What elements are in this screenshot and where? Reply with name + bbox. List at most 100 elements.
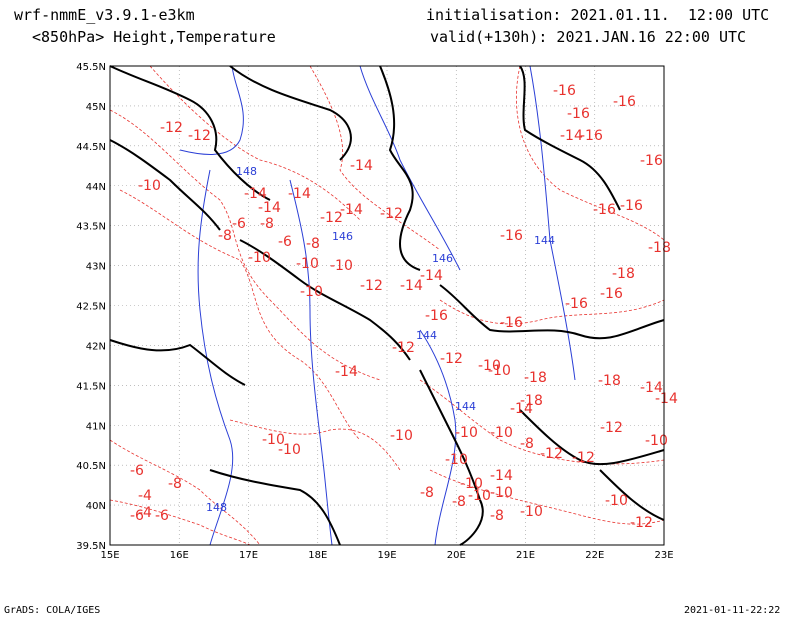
temperature-label: -18 [524, 370, 547, 386]
lat-tick-label: 39.5N [76, 541, 106, 552]
coastline [519, 65, 621, 211]
height-label: 148 [236, 165, 257, 178]
isotherm [439, 299, 665, 325]
temperature-label: -16 [567, 106, 590, 122]
temperature-label: -16 [500, 315, 523, 331]
lon-tick-label: 21E [516, 550, 535, 561]
temperature-label: -10 [488, 363, 511, 379]
temperature-label: -10 [138, 178, 161, 194]
height-label: 144 [416, 329, 437, 342]
temperature-label: -16 [553, 83, 576, 99]
height-contour [179, 65, 244, 155]
map-frame [109, 65, 665, 546]
temperature-label: -16 [640, 153, 663, 169]
temperature-label: -10 [300, 284, 323, 300]
coastline [109, 139, 221, 231]
lat-tick-label: 45N [86, 102, 106, 113]
lon-tick-label: 20E [447, 550, 466, 561]
temperature-label: -14 [510, 401, 533, 417]
temperature-label: -8 [306, 236, 320, 252]
temperature-label: -4 [138, 488, 152, 504]
temperature-label: -8 [218, 228, 232, 244]
height-label: 148 [206, 501, 227, 514]
lon-tick-label: 19E [377, 550, 396, 561]
coastline [239, 239, 411, 361]
isotherm [109, 109, 381, 381]
temperature-label: -14 [400, 278, 423, 294]
temperature-label: -14 [244, 186, 267, 202]
temperature-label: -8 [420, 485, 434, 501]
timestamp-text: 2021-01-11-22:22 [684, 605, 781, 616]
temperature-label: -12 [360, 278, 383, 294]
valid-time: valid(+130h): 2021.JAN.16 22:00 UTC [430, 28, 747, 46]
temperature-label: -8 [168, 476, 182, 492]
temperature-label: -16 [580, 128, 603, 144]
height-contour [419, 329, 457, 546]
temperature-label: -10 [262, 432, 285, 448]
lat-tick-label: 43N [86, 262, 106, 273]
coastline [439, 284, 665, 340]
temperature-label: -10 [296, 256, 319, 272]
temperature-label: -14 [350, 158, 373, 174]
temperature-label: -16 [613, 94, 636, 110]
temperature-label: -14 [340, 202, 363, 218]
temperature-label: -14 [288, 186, 311, 202]
geopotential-height-contours [179, 65, 576, 546]
temperature-label: -14 [490, 468, 513, 484]
temperature-label: -6 [155, 508, 169, 524]
temperature-label: -14 [420, 268, 443, 284]
temperature-isotherms [109, 65, 665, 546]
height-contour [359, 65, 461, 271]
lat-tick-label: 44N [86, 182, 106, 193]
temperature-label: -6 [278, 234, 292, 250]
lon-tick-label: 15E [100, 550, 119, 561]
isotherm [429, 469, 665, 525]
height-label: 144 [534, 234, 555, 247]
temperature-label: -8 [452, 494, 466, 510]
temperature-label: -12 [540, 446, 563, 462]
temperature-label: -6 [130, 463, 144, 479]
temperature-label: -14 [640, 380, 663, 396]
temperature-label: -4 [138, 505, 152, 521]
height-contour [197, 169, 234, 546]
temperature-label: -16 [565, 296, 588, 312]
height-contour [529, 65, 576, 381]
lat-tick-label: 42N [86, 341, 106, 352]
temperature-label: -10 [445, 452, 468, 468]
temperature-label: -8 [260, 216, 274, 232]
lat-tick-label: 40N [86, 501, 106, 512]
lat-lon-grid [110, 66, 664, 545]
lon-tick-label: 17E [239, 550, 258, 561]
coastline [109, 65, 271, 201]
model-title: wrf-nmmE_v3.9.1-e3km [14, 6, 195, 24]
height-contour [289, 179, 333, 546]
lon-tick-label: 23E [654, 550, 673, 561]
axis-ticks: 45.5N 45N 44.5N 44N 43.5N 43N 42.5N 42N 41.5N 41N… [76, 62, 673, 561]
temperature-label: -12 [160, 120, 183, 136]
temperature-label: -10 [490, 425, 513, 441]
isotherm [309, 65, 441, 251]
temperature-label: -10 [455, 425, 478, 441]
temperature-label: -12 [630, 515, 653, 531]
credit-text: GrADS: COLA/IGES [4, 605, 101, 616]
temperature-label: -14 [335, 364, 358, 380]
coastline [109, 339, 246, 386]
lon-tick-label: 22E [585, 550, 604, 561]
temperature-label: -18 [612, 266, 635, 282]
temperature-label: -12 [572, 450, 595, 466]
temperature-label: -10 [490, 485, 513, 501]
temperature-label: -18 [598, 373, 621, 389]
lat-tick-label: 41N [86, 421, 106, 432]
coastline [209, 469, 341, 546]
init-time: initialisation: 2021.01.11. 12:00 UTC [426, 6, 770, 24]
coastline [599, 469, 665, 521]
temperature-label: -16 [593, 202, 616, 218]
temperature-label: -10 [605, 493, 628, 509]
temperature-label: -10 [330, 258, 353, 274]
temperature-label: -16 [600, 286, 623, 302]
temperature-label: -14 [655, 391, 678, 407]
coastline [519, 409, 665, 466]
coastline [419, 369, 484, 546]
field-title: <850hPa> Height,Temperature [32, 28, 276, 46]
